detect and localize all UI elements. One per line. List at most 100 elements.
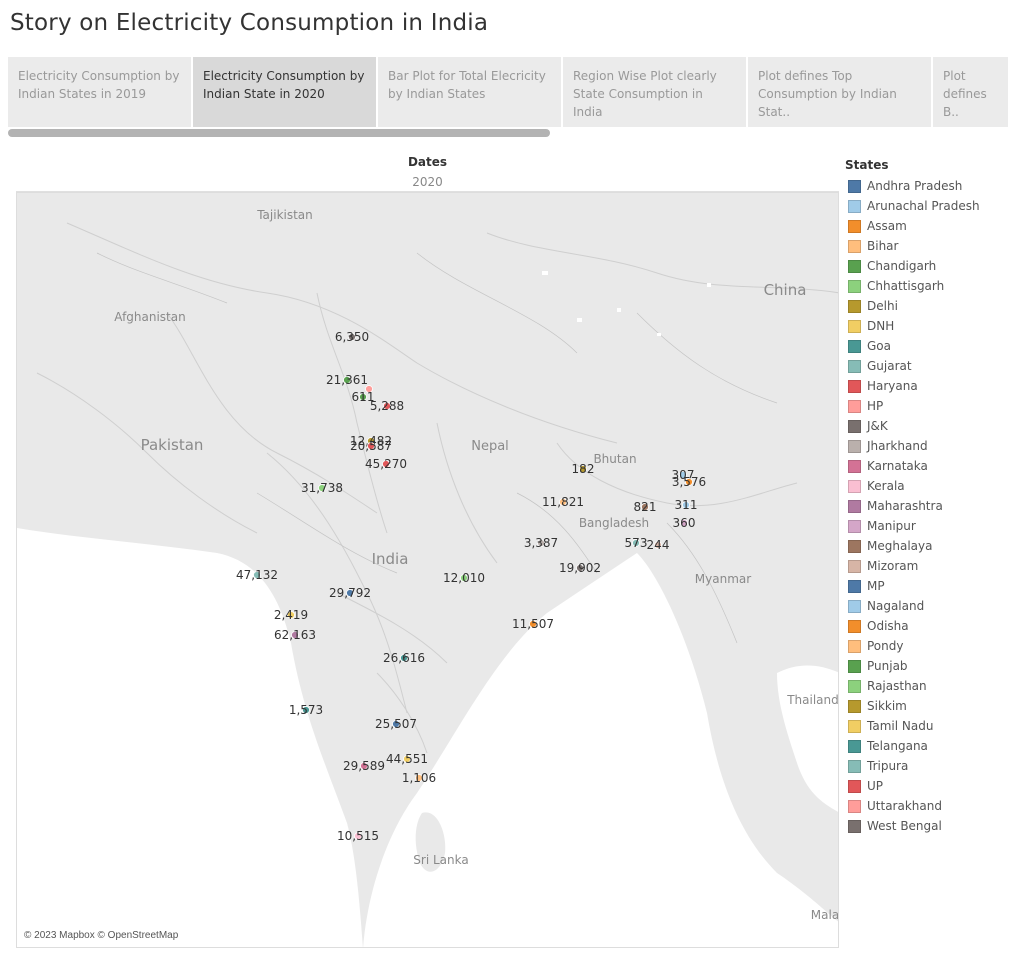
legend-item[interactable]: Maharashtra (845, 496, 1013, 516)
story-point-tab-6[interactable]: Plot defines B.. (933, 57, 1008, 127)
legend-item[interactable]: Jharkhand (845, 436, 1013, 456)
legend-item[interactable]: Delhi (845, 296, 1013, 316)
legend-label: Jharkhand (867, 439, 928, 453)
state-mark[interactable] (680, 519, 688, 527)
legend-item[interactable]: J&K (845, 416, 1013, 436)
legend-item[interactable]: West Bengal (845, 816, 1013, 836)
states-legend: States Andhra Pradesh Arunachal Pradesh As… (845, 158, 1013, 836)
legend-label: MP (867, 579, 885, 593)
legend-item[interactable]: Bihar (845, 236, 1013, 256)
legend-item[interactable]: Rajasthan (845, 676, 1013, 696)
legend-item[interactable]: Uttarakhand (845, 796, 1013, 816)
state-mark[interactable] (679, 471, 687, 479)
legend-item[interactable]: Andhra Pradesh (845, 176, 1013, 196)
state-mark[interactable] (403, 755, 411, 763)
legend-label: J&K (867, 419, 888, 433)
state-mark[interactable] (579, 465, 587, 473)
map-attribution[interactable]: © 2023 Mapbox © OpenStreetMap (24, 930, 179, 941)
state-mark[interactable] (343, 376, 351, 384)
legend-swatch (848, 479, 861, 493)
state-mark[interactable] (359, 393, 367, 401)
map-view[interactable]: Tajikistan Afghanistan China Pakistan Nepal B… (16, 192, 839, 948)
story-point-tab-5[interactable]: Plot defines Top Consumption by Indian S… (748, 57, 931, 127)
state-mark[interactable] (529, 620, 537, 628)
legend-item[interactable]: Karnataka (845, 456, 1013, 476)
legend-item[interactable]: Haryana (845, 376, 1013, 396)
legend-item[interactable]: MP (845, 576, 1013, 596)
tab-label: Electricity Consumption by Indian State … (203, 69, 365, 101)
legend-item[interactable]: Meghalaya (845, 536, 1013, 556)
state-mark[interactable] (346, 589, 354, 597)
legend-item[interactable]: Odisha (845, 616, 1013, 636)
state-mark[interactable] (302, 706, 310, 714)
legend-swatch (848, 759, 861, 773)
legend-item[interactable]: Chhattisgarh (845, 276, 1013, 296)
story-point-tab-2[interactable]: Electricity Consumption by Indian State … (193, 57, 376, 127)
legend-swatch (848, 239, 861, 253)
legend-item[interactable]: DNH (845, 316, 1013, 336)
legend-item[interactable]: Goa (845, 336, 1013, 356)
legend-swatch (848, 559, 861, 573)
state-mark[interactable] (382, 460, 390, 468)
state-mark[interactable] (360, 762, 368, 770)
state-mark[interactable] (253, 571, 261, 579)
state-mark[interactable] (537, 539, 545, 547)
state-mark[interactable] (460, 574, 468, 582)
state-mark[interactable] (415, 774, 423, 782)
legend-label: DNH (867, 319, 895, 333)
legend-item[interactable]: Gujarat (845, 356, 1013, 376)
legend-item[interactable]: Telangana (845, 736, 1013, 756)
legend-item[interactable]: Arunachal Pradesh (845, 196, 1013, 216)
state-mark[interactable] (318, 484, 326, 492)
state-mark[interactable] (383, 402, 391, 410)
state-mark[interactable] (365, 385, 373, 393)
legend-item[interactable]: Mizoram (845, 556, 1013, 576)
legend-label: HP (867, 399, 884, 413)
legend-item[interactable]: Assam (845, 216, 1013, 236)
state-mark[interactable] (354, 832, 362, 840)
map-region-label: Thailand (786, 693, 839, 707)
legend-item[interactable]: Punjab (845, 656, 1013, 676)
story-point-tab-4[interactable]: Region Wise Plot clearly State Consumpti… (563, 57, 746, 127)
tabs-scrollbar[interactable] (8, 129, 550, 137)
state-mark[interactable] (400, 654, 408, 662)
legend-label: Nagaland (867, 599, 925, 613)
state-mark[interactable] (392, 720, 400, 728)
legend-swatch (848, 739, 861, 753)
legend-item[interactable]: Chandigarh (845, 256, 1013, 276)
legend-item[interactable]: HP (845, 396, 1013, 416)
legend-swatch (848, 639, 861, 653)
map-canvas[interactable]: Tajikistan Afghanistan China Pakistan Nepal B… (17, 193, 839, 948)
legend-swatch (848, 279, 861, 293)
legend-item[interactable]: Sikkim (845, 696, 1013, 716)
legend-item[interactable]: Kerala (845, 476, 1013, 496)
state-mark[interactable] (654, 541, 662, 549)
state-mark[interactable] (576, 564, 584, 572)
legend-item[interactable]: Manipur (845, 516, 1013, 536)
legend-swatch (848, 219, 861, 233)
story-point-tab-3[interactable]: Bar Plot for Total Elecricity by Indian … (378, 57, 561, 127)
legend-item[interactable]: Tamil Nadu (845, 716, 1013, 736)
story-point-tab-1[interactable]: Electricity Consumption by Indian States… (8, 57, 191, 127)
arabian-sea (17, 528, 363, 947)
state-mark[interactable] (682, 501, 690, 509)
state-mark[interactable] (641, 503, 649, 511)
legend-label: Manipur (867, 519, 916, 533)
legend-swatch (848, 319, 861, 333)
state-mark[interactable] (291, 631, 299, 639)
state-mark[interactable] (287, 611, 295, 619)
legend-item[interactable]: Tripura (845, 756, 1013, 776)
state-mark[interactable] (348, 333, 356, 341)
state-value-label: 20,587 (350, 439, 392, 453)
state-mark[interactable] (632, 539, 640, 547)
state-value-label: 6,350 (335, 330, 369, 344)
state-mark[interactable] (559, 498, 567, 506)
legend-item[interactable]: UP (845, 776, 1013, 796)
tab-label: Plot defines Top Consumption by Indian S… (758, 69, 897, 119)
state-value-label: 244 (647, 538, 670, 552)
state-mark[interactable] (685, 478, 693, 486)
legend-item[interactable]: Nagaland (845, 596, 1013, 616)
legend-swatch (848, 359, 861, 373)
legend-item[interactable]: Pondy (845, 636, 1013, 656)
state-mark[interactable] (367, 442, 375, 450)
